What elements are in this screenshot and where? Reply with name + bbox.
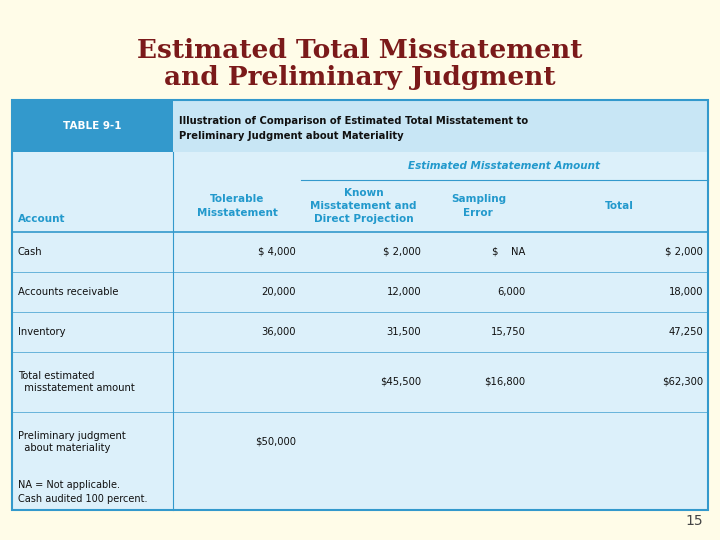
Text: Preliminary judgment
  about materiality: Preliminary judgment about materiality [18,430,126,454]
Text: 47,250: 47,250 [668,327,703,337]
Text: Estimated Total Misstatement: Estimated Total Misstatement [138,37,582,63]
Text: 18,000: 18,000 [668,287,703,297]
Bar [174,100,708,152]
Text: $ 4,000: $ 4,000 [258,247,296,257]
Text: $50,000: $50,000 [255,437,296,447]
Text: 20,000: 20,000 [261,287,296,297]
Text: $45,500: $45,500 [380,377,421,387]
Bar [12,100,174,152]
Text: $62,300: $62,300 [662,377,703,387]
Text: Tolerable
Misstatement: Tolerable Misstatement [197,194,278,218]
Text: Accounts receivable: Accounts receivable [18,287,119,297]
Text: Total: Total [605,201,634,211]
Text: $ 2,000: $ 2,000 [665,247,703,257]
Text: Account: Account [18,214,66,224]
Text: 6,000: 6,000 [498,287,526,297]
Text: Total estimated
  misstatement amount: Total estimated misstatement amount [18,370,135,394]
Text: Known
Misstatement and
Direct Projection: Known Misstatement and Direct Projection [310,188,417,224]
Text: 12,000: 12,000 [387,287,421,297]
Text: 31,500: 31,500 [387,327,421,337]
Text: Illustration of Comparison of Estimated Total Misstatement to: Illustration of Comparison of Estimated … [179,116,528,126]
Text: and Preliminary Judgment: and Preliminary Judgment [164,65,556,91]
Text: Preliminary Judgment about Materiality: Preliminary Judgment about Materiality [179,131,404,141]
Text: Sampling
Error: Sampling Error [451,194,506,218]
Text: $16,800: $16,800 [485,377,526,387]
Text: 15: 15 [685,514,703,528]
Bar [12,100,708,510]
Text: 36,000: 36,000 [261,327,296,337]
Text: $ 2,000: $ 2,000 [383,247,421,257]
Text: Estimated Misstatement Amount: Estimated Misstatement Amount [408,161,600,171]
Bar [12,152,708,510]
Text: $    NA: $ NA [492,247,526,257]
Text: Cash: Cash [18,247,42,257]
Text: TABLE 9-1: TABLE 9-1 [63,121,122,131]
Text: Cash audited 100 percent.: Cash audited 100 percent. [18,494,148,504]
Text: NA = Not applicable.: NA = Not applicable. [18,480,120,490]
Text: Inventory: Inventory [18,327,66,337]
Text: 15,750: 15,750 [490,327,526,337]
